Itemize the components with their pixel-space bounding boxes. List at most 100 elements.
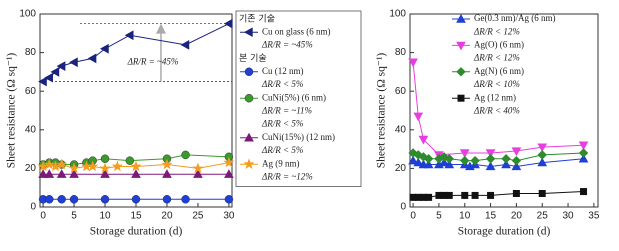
marker (111, 160, 124, 172)
legend-box (235, 10, 362, 188)
marker (56, 158, 68, 170)
marker (501, 154, 511, 164)
marker (425, 193, 433, 201)
x-tick-label: 35 (588, 211, 600, 222)
marker (131, 169, 141, 178)
legend-header: 본 기술 (239, 53, 267, 64)
x-tick-label: 5 (71, 211, 77, 222)
y-tick-label: 40 (395, 124, 407, 135)
x-tick-label: 30 (223, 211, 235, 222)
series (408, 58, 589, 160)
marker (131, 195, 141, 204)
series (408, 148, 589, 166)
legend-label: CuNi(5%) (6 nm) (262, 92, 326, 102)
legend-marker (244, 132, 254, 142)
marker (87, 53, 97, 64)
x-tick-label: 20 (511, 211, 523, 222)
y-tick-label: 60 (395, 86, 407, 97)
y-tick-label: 80 (395, 47, 407, 58)
legend-note: ΔR/R < 5% (261, 119, 303, 129)
marker (439, 157, 449, 167)
marker (413, 157, 424, 167)
marker (162, 169, 172, 178)
legend-note: ΔR/R = ~45% (261, 39, 313, 49)
x-tick-label: 0 (410, 211, 416, 222)
marker (193, 169, 203, 178)
marker (223, 18, 233, 29)
marker (181, 150, 190, 160)
legend-label: Ge(0.3 nm)/Ag (6 nm) (474, 13, 555, 23)
marker (444, 154, 454, 164)
marker (45, 195, 54, 204)
plot-frame (39, 13, 233, 208)
legend-marker (457, 94, 465, 102)
marker (423, 159, 434, 169)
series (408, 153, 589, 171)
marker (50, 67, 60, 77)
marker (408, 155, 418, 165)
marker (69, 57, 78, 68)
legend-label: Ag (12 nm) (474, 92, 516, 102)
y-tick-label: 20 (395, 163, 407, 174)
x-tick-label: 25 (537, 211, 549, 222)
marker (408, 58, 418, 68)
legend-marker (243, 27, 253, 38)
marker (459, 149, 470, 158)
legend-marker (244, 67, 254, 77)
marker (161, 158, 173, 170)
annotation: ΔR/R = ~45% (127, 57, 179, 67)
marker (224, 169, 234, 178)
marker (99, 162, 111, 174)
marker (68, 162, 80, 174)
legend-label: CuNi(15%) (12 nm) (262, 132, 335, 142)
marker (57, 195, 66, 204)
marker (43, 158, 55, 170)
marker (418, 135, 429, 145)
marker (511, 155, 522, 166)
y-axis-label: Sheet resistance (Ω sq⁻¹) (6, 53, 18, 169)
x-axis-label: Storage duration (d) (90, 226, 183, 238)
legend-marker (243, 158, 255, 169)
marker (471, 191, 479, 199)
legend-header: 기존 기술 (239, 14, 275, 25)
y-tick-label: 100 (19, 9, 36, 20)
plot-frame (409, 13, 599, 208)
x-axis-label: Storage duration (d) (458, 226, 551, 238)
series (38, 18, 233, 87)
marker (537, 157, 548, 167)
marker (69, 169, 79, 178)
marker (487, 191, 495, 199)
y-tick-label: 0 (400, 202, 406, 213)
series (37, 156, 235, 174)
legend-note: ΔR/R = ~11% (261, 105, 312, 115)
x-tick-label: 10 (99, 211, 111, 222)
marker (470, 155, 480, 166)
series (409, 188, 588, 201)
marker (192, 162, 204, 174)
marker (181, 195, 190, 204)
legend-label: Cu on glass (6 nm) (262, 26, 331, 36)
marker (37, 160, 49, 172)
y-tick-label: 20 (25, 163, 37, 174)
legend-note: ΔR/R = ~12% (261, 171, 313, 181)
marker (69, 195, 79, 204)
legend-note: ΔR/R < 10% (473, 79, 520, 89)
x-tick-label: 15 (130, 211, 142, 222)
y-tick-label: 40 (25, 124, 37, 135)
marker (56, 169, 67, 178)
marker (511, 161, 522, 171)
marker (44, 72, 53, 83)
marker (419, 193, 427, 201)
legend-note: ΔR/R < 40% (473, 105, 520, 115)
legend-label: Cu (12 nm) (262, 66, 304, 76)
legend-marker (456, 13, 466, 23)
legend-note: ΔR/R < 12% (473, 26, 520, 36)
legend-note: ΔR/R < 5% (261, 79, 303, 89)
marker (578, 148, 589, 158)
marker (445, 191, 453, 199)
y-tick-label: 0 (30, 202, 36, 213)
x-tick-label: 20 (161, 211, 173, 222)
y-tick-label: 80 (25, 47, 37, 58)
y-tick-label: 60 (25, 86, 37, 97)
